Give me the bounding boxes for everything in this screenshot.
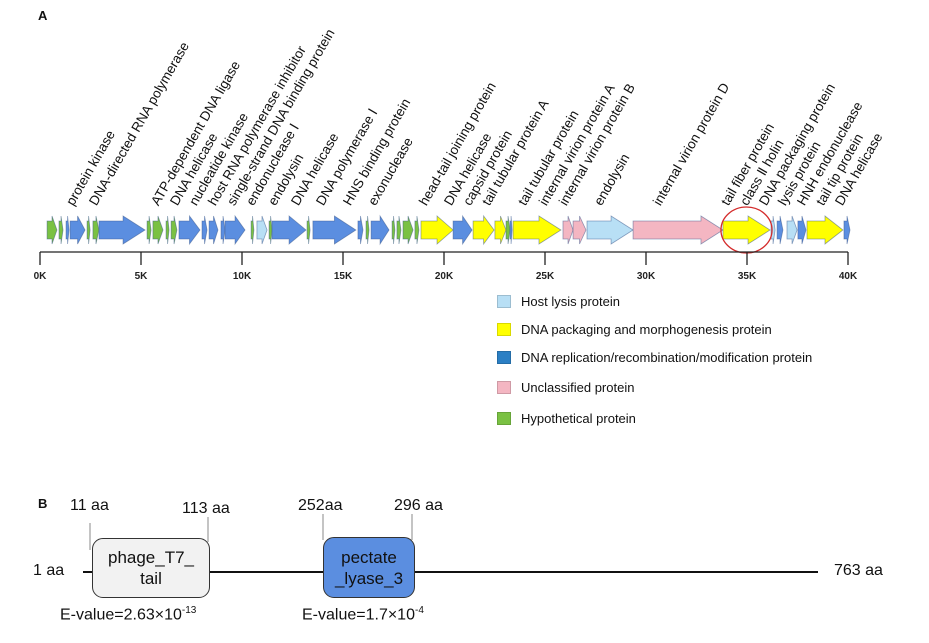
legend-swatch xyxy=(497,381,511,394)
gene-arrow-dna-replication xyxy=(357,215,364,245)
axis-tick-label: 40K xyxy=(838,271,858,282)
gene-arrow-dna-replication xyxy=(65,215,70,245)
gene-arrow-dna-replication xyxy=(509,215,513,245)
gene-arrow-dna-replication xyxy=(370,214,390,246)
domain2-name-line1: pectate xyxy=(341,547,397,567)
gene-arrow-dna-replication xyxy=(224,214,246,246)
evalue-exponent: -4 xyxy=(414,605,424,616)
protein-end-label: 763 aa xyxy=(834,562,883,579)
gene-arrow-hypothetical xyxy=(46,215,58,245)
protein-start-label: 1 aa xyxy=(33,562,65,579)
gene-arrow-hypothetical xyxy=(365,215,370,245)
legend-item-unclassified: Unclassified protein xyxy=(497,380,634,395)
legend-label: DNA packaging and morphogenesis protein xyxy=(521,322,772,337)
gene-arrow-hypothetical xyxy=(505,215,511,245)
gene-arrow-dna-replication xyxy=(98,215,146,245)
legend-swatch xyxy=(497,351,511,364)
genome-map xyxy=(39,206,851,265)
legend-label: Host lysis protein xyxy=(521,294,620,309)
domain-pectate-lyase-3: pectate _lyase_3 xyxy=(323,537,415,598)
legend-item-hypothetical: Hypothetical protein xyxy=(497,411,636,426)
domain2-end-label: 296 aa xyxy=(394,497,443,514)
axis-tick-label: 35K xyxy=(737,271,757,282)
evalue-text: E-value=2.63×10 xyxy=(60,606,182,624)
legend-item-dna-replication: DNA replication/recombination/modificati… xyxy=(497,350,812,365)
legend-swatch xyxy=(497,323,511,336)
axis-tick-label: 10K xyxy=(232,271,252,282)
domain2-evalue: E-value=1.7×10-4 xyxy=(302,605,424,624)
evalue-text: E-value=1.7×10 xyxy=(302,606,415,624)
axis-tick-label: 20K xyxy=(434,271,454,282)
gene-arrow-unclassified xyxy=(572,215,587,245)
gene-arrow-hypothetical xyxy=(250,215,255,245)
domain1-start-label: 11 aa xyxy=(70,497,109,514)
gene-arrow-dna-replication xyxy=(220,215,226,245)
gene-arrow-hypothetical xyxy=(414,215,420,245)
axis-tick-label: 15K xyxy=(333,271,353,282)
gene-arrow-hypothetical xyxy=(165,215,170,245)
gene-arrow-dna-replication xyxy=(843,215,851,245)
gene-arrow-dna-replication xyxy=(452,214,473,246)
domain-phage-t7-tail: phage_T7_tail xyxy=(92,538,210,598)
gene-arrow-dna-replication xyxy=(178,214,201,246)
gene-arrow-host-lysis xyxy=(586,215,634,245)
panel-a-letter: A xyxy=(38,8,48,23)
gene-arrow-dna-replication xyxy=(201,215,208,245)
gene-arrow-dna-packaging xyxy=(494,215,507,245)
legend-label: Unclassified protein xyxy=(521,380,635,395)
gene-arrow-host-lysis xyxy=(256,215,268,245)
gene-arrow-dna-packaging xyxy=(512,215,562,245)
axis-tick-label: 5K xyxy=(134,271,148,282)
domain1-name-line1: phage_T7_ xyxy=(107,548,195,567)
gene-arrow-dna-replication xyxy=(271,215,307,245)
gene-arrow-hypothetical xyxy=(402,215,414,245)
gene-arrow-dna-replication xyxy=(69,215,86,245)
panel-b-letter: B xyxy=(38,496,48,511)
gene-arrow-hypothetical xyxy=(306,215,311,245)
gene-arrow-host-lysis xyxy=(786,215,798,245)
legend-item-dna-packaging: DNA packaging and morphogenesis protein xyxy=(497,322,772,337)
legend-item-host-lysis: Host lysis protein xyxy=(497,294,620,309)
gene-arrow-dna-packaging xyxy=(806,215,844,245)
legend-label: Hypothetical protein xyxy=(521,411,636,426)
gene-arrow-dna-packaging xyxy=(472,214,495,246)
gene-arrow-hypothetical xyxy=(86,215,91,245)
gene-arrow-host-lysis xyxy=(770,215,776,245)
gene-arrow-dna-replication xyxy=(797,215,807,245)
domain1-end-label: 113 aa xyxy=(182,500,230,517)
axis-tick-label: 25K xyxy=(535,271,555,282)
axis-tick-label: 30K xyxy=(636,271,656,282)
legend-swatch xyxy=(497,295,511,308)
gene-arrow-hypothetical xyxy=(391,215,396,245)
gene-arrow-dna-replication xyxy=(312,215,357,245)
domain1-name-line2: tail xyxy=(140,569,162,588)
gene-arrow-hypothetical xyxy=(268,215,273,245)
gene-arrow-hypothetical xyxy=(152,215,164,245)
gene-arrow-hypothetical xyxy=(396,215,402,245)
axis-tick-label: 0K xyxy=(33,271,47,282)
domain1-evalue: E-value=2.63×10-13 xyxy=(60,605,196,624)
gene-arrow-unclassified xyxy=(632,215,724,245)
legend-label: DNA replication/recombination/modificati… xyxy=(521,350,813,365)
gene-arrow-dna-replication xyxy=(776,215,784,245)
gene-arrow-dna-packaging xyxy=(722,215,771,245)
legend-swatch xyxy=(497,412,511,425)
domain2-name-line2: _lyase_3 xyxy=(334,568,404,588)
domain2-start-label: 252aa xyxy=(298,497,343,514)
gene-arrow-hypothetical xyxy=(58,215,64,245)
gene-arrow-hypothetical xyxy=(92,215,100,245)
gene-arrow-dna-packaging xyxy=(420,215,454,245)
evalue-exponent: -13 xyxy=(181,605,197,616)
gene-arrow-hypothetical xyxy=(146,215,152,245)
gene-arrow-hypothetical xyxy=(170,215,178,245)
gene-arrow-unclassified xyxy=(562,215,574,245)
gene-arrow-dna-replication xyxy=(208,215,219,245)
